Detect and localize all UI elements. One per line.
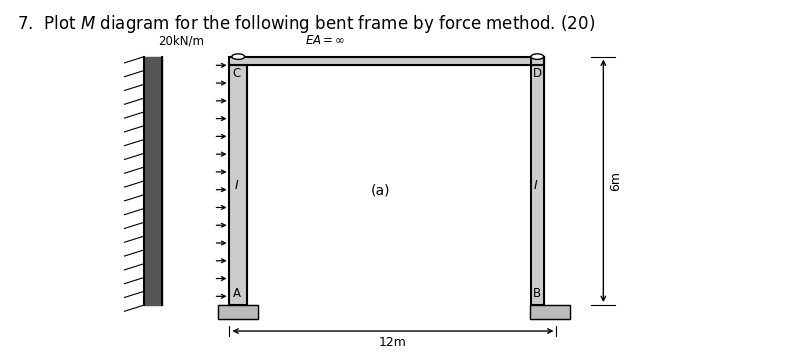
Bar xyxy=(229,56,544,65)
Text: (a): (a) xyxy=(371,184,390,197)
Text: $EA=\infty$: $EA=\infty$ xyxy=(305,34,345,48)
Bar xyxy=(531,56,544,305)
Bar xyxy=(219,305,258,319)
Bar xyxy=(229,65,247,305)
Text: 12m: 12m xyxy=(379,336,407,349)
Circle shape xyxy=(531,54,544,59)
Bar xyxy=(229,65,247,305)
Text: 20kN/m: 20kN/m xyxy=(158,34,204,48)
Circle shape xyxy=(231,54,244,59)
Text: D: D xyxy=(533,67,541,80)
Bar xyxy=(531,56,544,305)
Bar xyxy=(530,305,570,319)
Text: A: A xyxy=(232,287,240,300)
Bar xyxy=(219,305,258,319)
Text: $I$: $I$ xyxy=(234,179,239,192)
Text: B: B xyxy=(533,287,541,300)
Bar xyxy=(144,56,162,305)
Text: 7.  Plot $M$ diagram for the following bent frame by force method. (20): 7. Plot $M$ diagram for the following be… xyxy=(17,13,595,35)
Bar xyxy=(229,56,544,65)
Text: C: C xyxy=(232,67,241,80)
Bar xyxy=(530,305,570,319)
Text: $I$: $I$ xyxy=(533,179,539,192)
Text: 6m: 6m xyxy=(609,171,622,191)
